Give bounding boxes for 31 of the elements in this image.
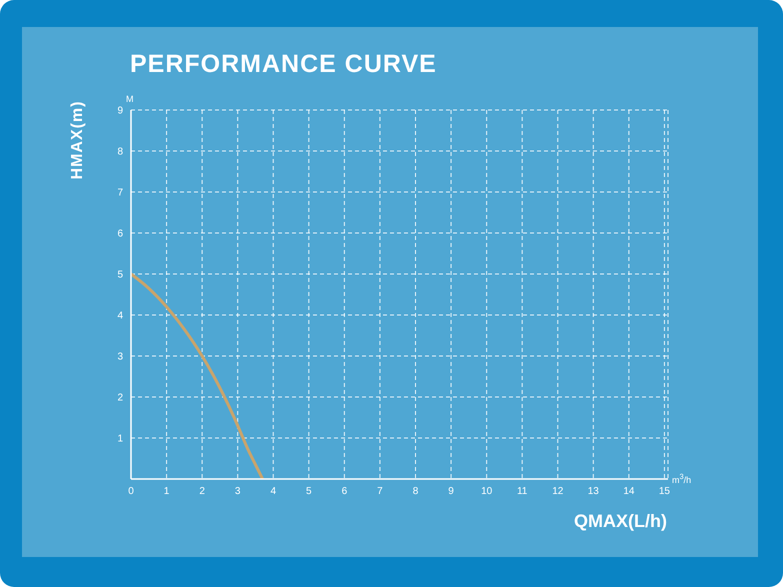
x-tick-label: 13: [588, 486, 600, 498]
x-tick-label: 14: [623, 486, 635, 498]
y-tick-label: 1: [117, 434, 124, 445]
x-tick-label: 0: [128, 486, 134, 498]
y-tick-label: 5: [117, 270, 124, 281]
line-series: [131, 272, 264, 479]
x-tick-label: 1: [164, 486, 170, 498]
x-tick-label: 3: [234, 486, 241, 498]
y-tick-label: 2: [117, 392, 124, 404]
y-tick-label: 4: [117, 310, 124, 322]
x-tick-label: 5: [306, 486, 312, 498]
x-tick-label: 12: [552, 486, 564, 498]
y-tick-label: 7: [117, 188, 124, 199]
text: m$^{3}$/h: [672, 472, 692, 485]
x-tick-label: 2: [199, 486, 206, 498]
x-tick-label: 7: [377, 486, 384, 498]
y-tick-label: 6: [117, 228, 124, 240]
text: M: [126, 94, 134, 104]
y-tick-label: 9: [117, 106, 124, 117]
y-tick-label: 3: [117, 352, 124, 363]
chart-title: PERFORMANCE CURVE: [130, 50, 437, 79]
x-tick-label: 15: [658, 486, 670, 498]
y-tick-label: 8: [117, 146, 124, 158]
x-tick-label: 8: [412, 486, 419, 498]
x-tick-label: 10: [481, 486, 493, 498]
x-tick-label: 11: [516, 486, 528, 498]
x-tick-label: 4: [270, 486, 276, 498]
x-tick-label: 9: [448, 486, 454, 498]
y-axis-title: HMAX(m): [69, 100, 87, 180]
x-axis-title: QMAX(L/h): [574, 511, 667, 532]
x-tick-label: 6: [342, 486, 348, 498]
